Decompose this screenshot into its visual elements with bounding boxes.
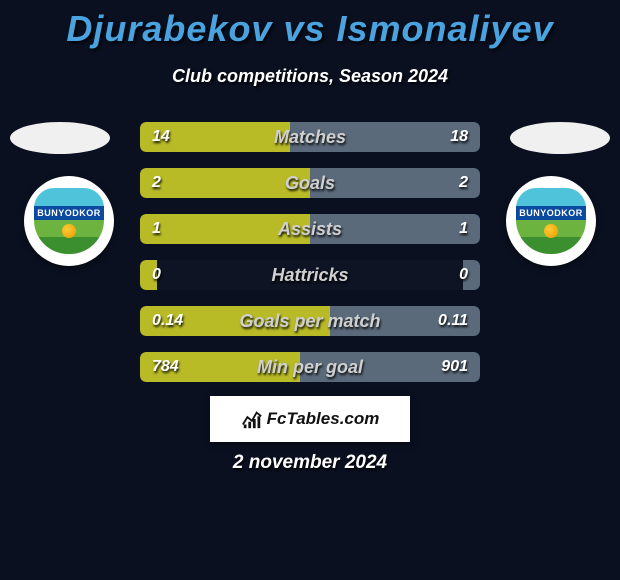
stats-rows-container: 1418Matches 22Goals 11Assists 00Hattricks 0.… [140,122,480,398]
stat-label: Hattricks [140,265,480,286]
brand-text: FcTables.com [267,409,380,429]
stat-label: Goals [140,173,480,194]
brand-badge: FcTables.com [210,396,410,442]
page-subtitle: Club competitions, Season 2024 [0,66,620,87]
stat-row: 1418Matches [140,122,480,152]
stat-label: Assists [140,219,480,240]
stat-row: 00Hattricks [140,260,480,290]
page-title: Djurabekov vs Ismonaliyev [0,0,620,50]
stat-label: Min per goal [140,357,480,378]
stat-row: 22Goals [140,168,480,198]
chart-icon [241,408,263,430]
stat-row: 0.140.11Goals per match [140,306,480,336]
stat-row: 784901Min per goal [140,352,480,382]
stat-label: Matches [140,127,480,148]
player2-silhouette [510,122,610,154]
stat-label: Goals per match [140,311,480,332]
player1-silhouette [10,122,110,154]
stat-row: 11Assists [140,214,480,244]
club-name-label: BUNYODKOR [34,206,104,220]
date-label: 2 november 2024 [0,452,620,474]
player1-club-logo: BUNYODKOR [24,176,114,266]
club-name-label: BUNYODKOR [516,206,586,220]
player2-club-logo: BUNYODKOR [506,176,596,266]
